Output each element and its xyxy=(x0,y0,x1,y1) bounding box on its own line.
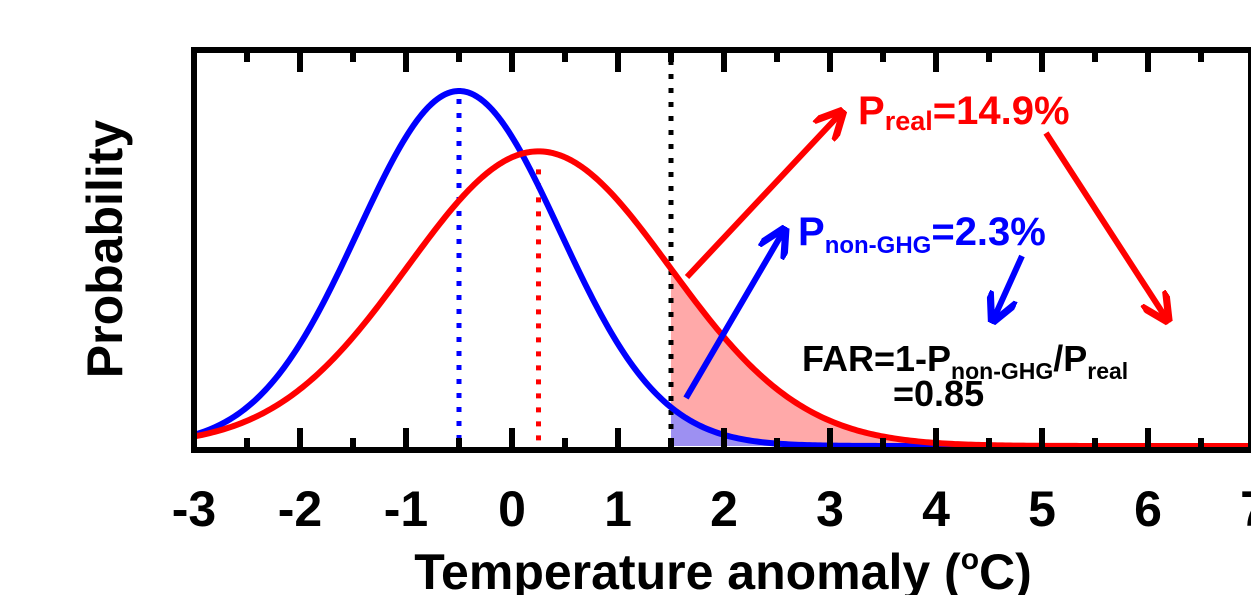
x-tick-label: -3 xyxy=(172,481,216,537)
arrow-nonghg-to-label xyxy=(683,232,783,400)
p-real-sub: real xyxy=(885,106,933,136)
x-axis-label-unit: C) xyxy=(979,544,1032,595)
x-tick-label: 4 xyxy=(922,481,950,537)
y-axis-label: Probability xyxy=(77,120,133,379)
x-tick-labels: -3 -2 -1 0 1 2 3 4 5 6 7 xyxy=(172,481,1251,537)
annotation-far-formula: FAR=1-Pnon-GHG/Preal xyxy=(802,338,1128,384)
x-axis-label: Temperature anomaly (oC) xyxy=(414,543,1032,595)
x-tick-label: 2 xyxy=(710,481,738,537)
x-tick-label: 1 xyxy=(604,481,632,537)
tail-shading xyxy=(671,268,1251,446)
p-nonghg-suffix: =2.3% xyxy=(931,210,1046,254)
x-tick-label: 0 xyxy=(498,481,526,537)
x-tick-label: 6 xyxy=(1134,481,1162,537)
far-mid: /P xyxy=(1053,338,1087,379)
x-axis-label-prefix: Temperature anomaly ( xyxy=(414,544,961,595)
arrow-real-to-label xyxy=(684,114,840,280)
p-nonghg-prefix: P xyxy=(798,210,825,254)
p-nonghg-sub: non-GHG xyxy=(825,232,932,259)
far-prefix: FAR=1-P xyxy=(802,338,951,379)
far-sub-nonghg: non-GHG xyxy=(951,358,1053,384)
far-sub-real: real xyxy=(1087,358,1128,384)
arrow-real-to-far xyxy=(1043,131,1166,318)
annotation-p-non-ghg: Pnon-GHG=2.3% xyxy=(798,210,1046,259)
p-real-suffix: =14.9% xyxy=(933,89,1070,133)
annotation-far-value: =0.85 xyxy=(893,373,984,414)
annotation-p-real: Preal=14.9% xyxy=(858,89,1070,136)
x-tick-label: -2 xyxy=(278,481,322,537)
x-axis-label-degree: o xyxy=(961,543,979,576)
p-real-prefix: P xyxy=(858,89,885,133)
x-tick-label: 5 xyxy=(1028,481,1056,537)
plot-frame xyxy=(191,47,1251,453)
shaded-area-real xyxy=(671,268,1251,446)
shaded-area-non-ghg xyxy=(671,407,1251,446)
arrow-nonghg-to-far xyxy=(994,254,1025,318)
x-tick-label: -1 xyxy=(384,481,428,537)
x-tick-label: 3 xyxy=(816,481,844,537)
x-tick-label: 7 xyxy=(1240,481,1251,537)
